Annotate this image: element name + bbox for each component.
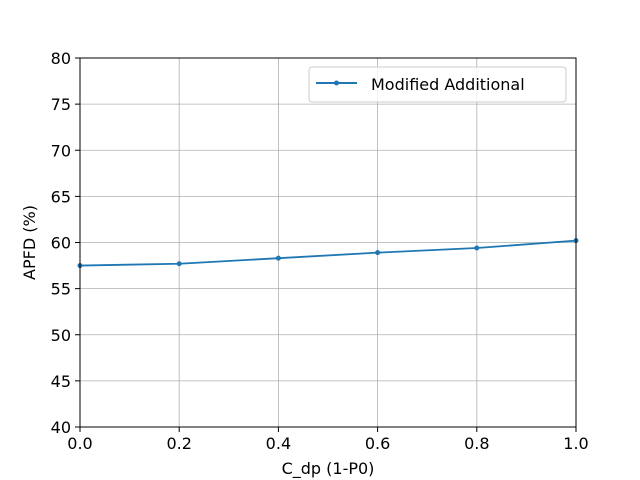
x-tick-label: 1.0 bbox=[563, 434, 588, 453]
y-axis-label: APFD (%) bbox=[20, 205, 39, 280]
legend: Modified Additional bbox=[308, 66, 567, 103]
x-axis-label: C_dp (1-P0) bbox=[282, 459, 375, 479]
y-tick-label: 65 bbox=[51, 187, 71, 206]
y-tick-label: 75 bbox=[51, 95, 71, 114]
data-point bbox=[474, 245, 480, 251]
y-tick-label: 80 bbox=[51, 49, 71, 68]
data-point bbox=[176, 261, 182, 267]
data-point bbox=[275, 255, 281, 261]
legend-marker-sample bbox=[334, 80, 339, 86]
y-tick-label: 55 bbox=[51, 280, 71, 299]
legend-box bbox=[308, 66, 567, 103]
x-tick-label: 0.4 bbox=[266, 434, 291, 453]
legend-label: Modified Additional bbox=[371, 75, 525, 94]
series-line bbox=[79, 239, 577, 267]
x-tick-label: 0.8 bbox=[464, 434, 489, 453]
y-tick-label: 40 bbox=[51, 418, 71, 437]
y-tick-label: 70 bbox=[51, 141, 71, 160]
x-tick-label: 0.2 bbox=[166, 434, 191, 453]
axis-ticks: 0.0 0.2 0.4 0.6 0.8 1.0 40 45 50 55 60 65 70 75 80 bbox=[51, 49, 589, 453]
data-point bbox=[375, 250, 381, 256]
y-tick-label: 45 bbox=[51, 372, 71, 391]
x-tick-label: 0.0 bbox=[67, 434, 92, 453]
y-tick-label: 60 bbox=[51, 234, 71, 253]
y-tick-label: 50 bbox=[51, 326, 71, 345]
x-tick-label: 0.6 bbox=[365, 434, 390, 453]
